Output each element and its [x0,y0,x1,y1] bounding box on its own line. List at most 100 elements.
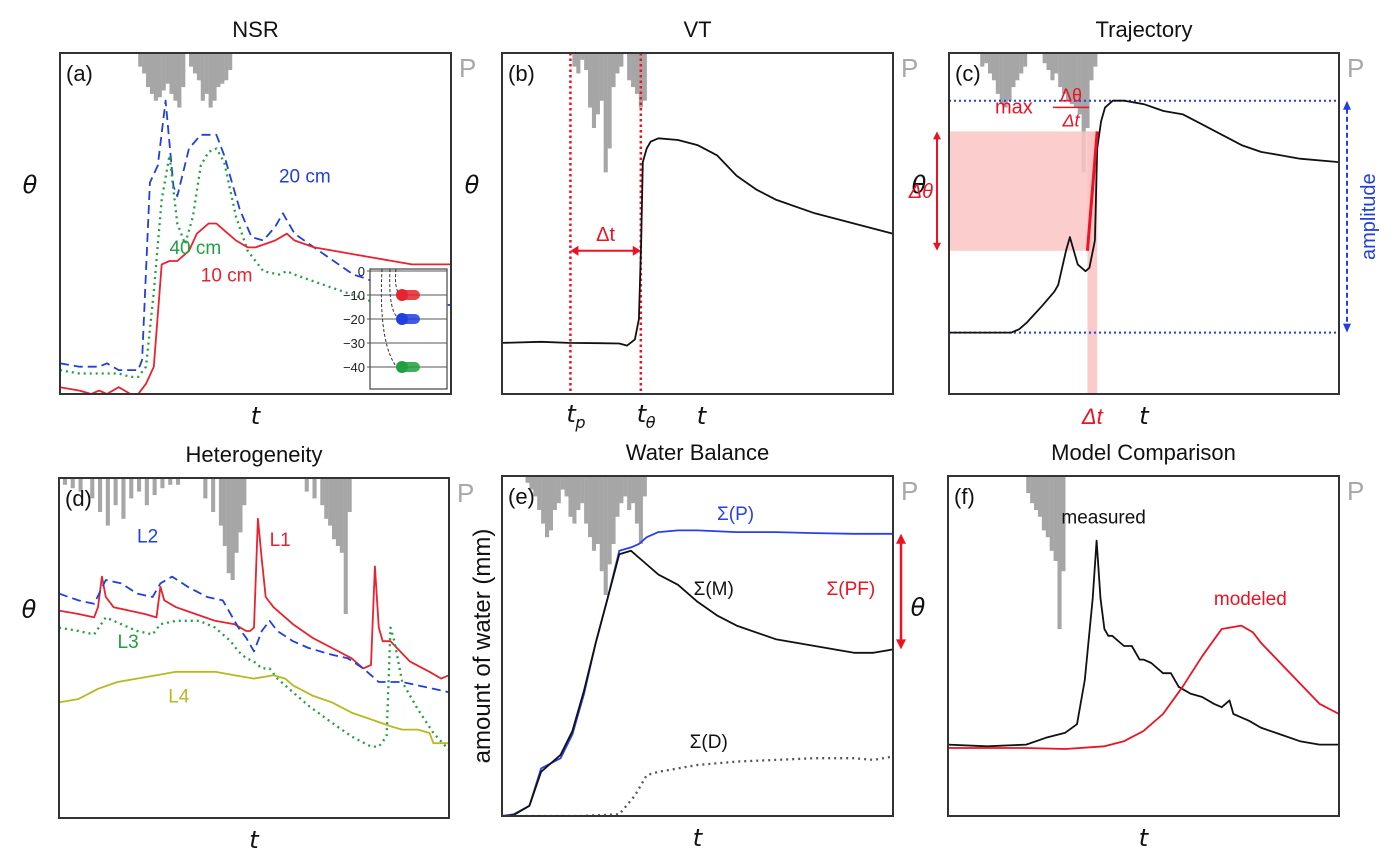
precip-bar [1023,53,1028,67]
delta-t-band [1087,131,1098,394]
precip-bar [161,53,166,91]
plot-area [502,476,893,816]
series-label-sum-d: Σ(D) [690,732,728,753]
precip-bar [980,53,985,67]
precip-bar [332,478,337,540]
precip-bar [642,53,647,101]
series-line-40cm [60,147,451,379]
precip-bar [212,53,217,101]
series-line-10cm [60,222,451,394]
precip-bar [222,478,227,546]
plot-frame [501,52,894,395]
precip-bar [599,476,604,572]
precip-bar [576,476,581,510]
precip-bar [1053,476,1058,561]
precip-bar [1073,53,1078,108]
precip-bar [588,53,593,108]
precip-bar [619,476,624,504]
inset-sensor-head [396,313,408,325]
precip-bar [556,476,561,504]
series-label-l3: L3 [118,632,139,653]
plot-frame [501,475,894,817]
arrowhead-up [1343,100,1351,110]
precip-bar [328,478,333,526]
precip-bar [580,53,585,60]
precip-bar [525,476,530,483]
panel-label: (b) [508,61,535,86]
precip-axis-label: P [459,53,476,83]
precip-bar [160,478,165,489]
series-label-sum-pf: Σ(PF) [827,579,876,600]
panel-title: Heterogeneity [186,442,323,467]
y-axis-label: θ [912,171,927,199]
inset-sensor-head [396,289,408,301]
precip-bar [619,53,624,67]
precip-bar [157,53,162,98]
series-label-sum-p: Σ(P) [717,504,754,525]
x-axis-label: t [249,826,260,854]
precip-bar [1015,53,1020,81]
precip-bar [568,476,573,517]
plot-area [502,53,893,394]
ttheta-label: t [637,400,648,428]
panel-title: Water Balance [626,440,769,465]
precip-bar [1077,53,1082,115]
inset-infiltration-path [380,268,401,372]
arrowhead-left [570,245,579,256]
series-line-p [502,529,893,816]
max-rate-label: max [995,96,1033,118]
precip-bar [584,53,589,71]
precip-bar [113,478,118,506]
precip-bar [196,53,201,81]
delta-theta-label: Δθ [908,181,933,203]
arrowhead-up [896,533,906,544]
precip-bar [216,53,221,88]
precip-bar [1081,53,1086,173]
precip-bar [588,476,593,538]
precip-bar [1050,53,1055,81]
precip-bar [211,478,216,512]
precip-bar [234,478,239,553]
precip-bar [572,53,577,67]
ttheta-subscript: θ [646,413,656,432]
y-axis-label: θ [22,595,37,623]
series-line-measured [948,539,1339,748]
precip-bar [1093,53,1098,67]
precip-bar [200,53,205,101]
precip-bar [529,476,534,490]
precip-bar [304,478,309,492]
precip-bar [607,53,612,149]
precip-bar [153,53,158,101]
precip-bar [204,53,209,94]
precip-bar [638,476,643,544]
series-line-l2 [59,575,449,694]
precip-bar [591,53,597,129]
tp-subscript: p [574,413,585,432]
precip-bar [584,476,589,524]
x-axis-label: t [693,824,704,852]
precip-bar [189,53,194,67]
precip-bar [1089,53,1094,81]
precip-bar [1007,53,1012,101]
precip-bar [121,478,126,519]
x-axis-label: t [1139,824,1150,852]
precip-bar [638,53,643,108]
arrowhead-up [933,131,941,140]
precip-bar [181,53,186,88]
plot-frame [59,52,452,395]
precip-bar [347,478,352,512]
precip-bar [324,478,329,519]
precip-bar [105,478,110,526]
series-line-l3 [59,616,449,751]
delta-t-label: Δt [596,224,615,246]
precip-bar [1045,476,1050,538]
precip-bar [611,476,616,544]
precip-bar [595,53,600,115]
series-line- [502,137,893,347]
max-rate-denominator: Δt [1061,110,1080,130]
y-axis-label: amount of water (mm) [469,529,496,764]
precip-bar [1061,476,1066,572]
precip-bar [169,53,174,94]
precip-bar [320,478,325,506]
